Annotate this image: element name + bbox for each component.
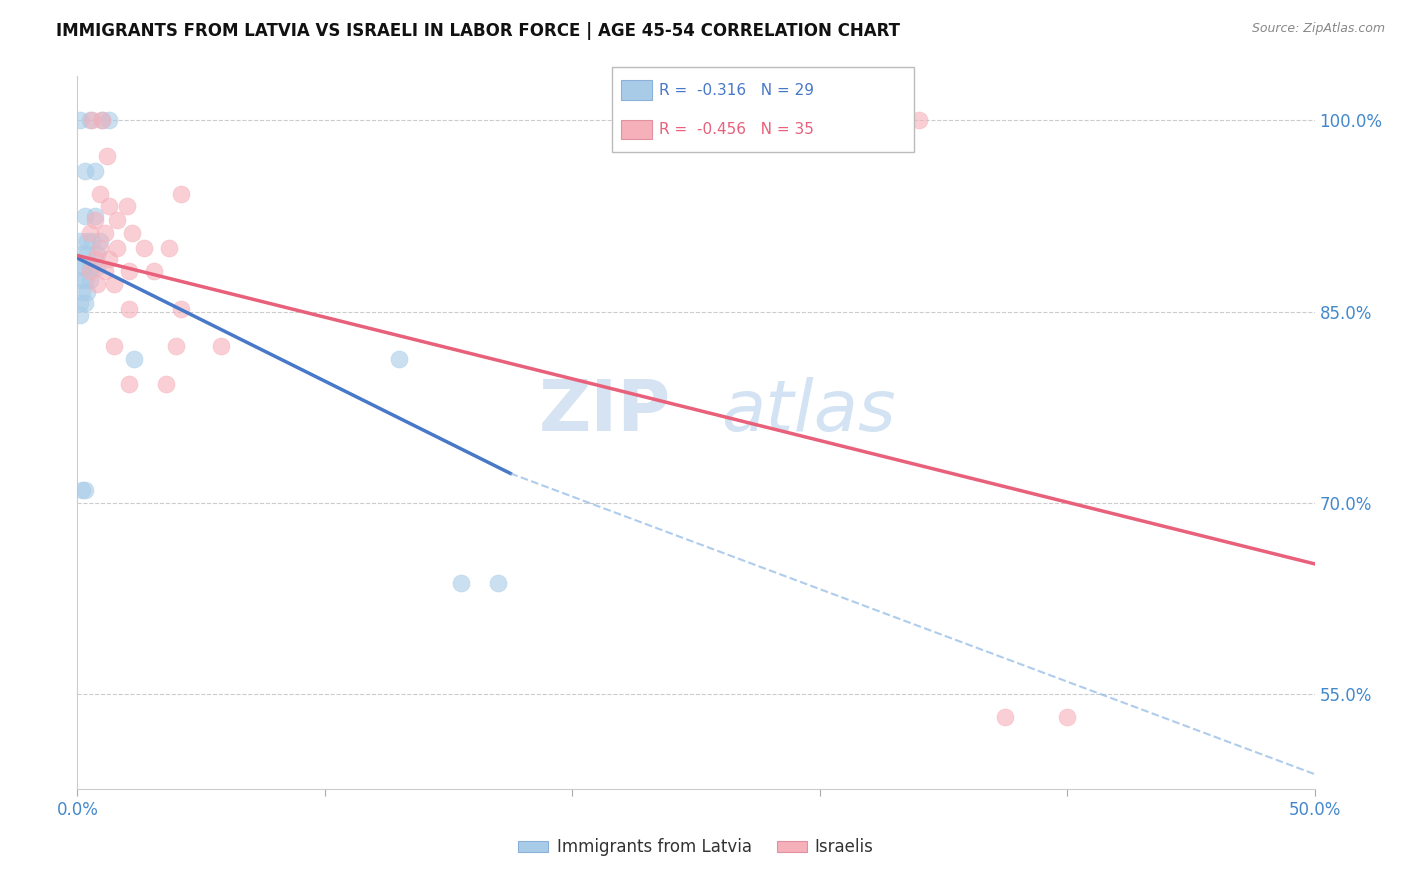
Text: IMMIGRANTS FROM LATVIA VS ISRAELI IN LABOR FORCE | AGE 45-54 CORRELATION CHART: IMMIGRANTS FROM LATVIA VS ISRAELI IN LAB… (56, 22, 900, 40)
Point (103, 277, 125, 291)
Legend: Immigrants from Latvia, Israelis: Immigrants from Latvia, Israelis (512, 832, 880, 863)
Point (115, 199, 138, 213)
Point (79, 113, 101, 128)
Point (76, 235, 98, 249)
Point (103, 339, 125, 353)
Point (83, 164, 105, 178)
Point (450, 576, 472, 591)
Point (89, 235, 111, 249)
Point (98, 252, 121, 267)
Point (76, 285, 98, 300)
Point (105, 212, 128, 227)
Point (91, 113, 114, 128)
Point (98, 199, 121, 213)
Text: R =  -0.316   N = 29: R = -0.316 N = 29 (659, 83, 814, 98)
Point (155, 377, 177, 392)
Point (118, 301, 141, 316)
Point (89, 241, 111, 255)
Point (79, 273, 101, 287)
Point (994, 710, 1017, 724)
Text: Source: ZipAtlas.com: Source: ZipAtlas.com (1251, 22, 1385, 36)
Point (83, 212, 105, 227)
Point (209, 339, 232, 353)
Point (69, 295, 91, 310)
Point (86, 277, 108, 291)
Point (93, 264, 115, 278)
Point (118, 264, 141, 278)
Point (121, 226, 143, 240)
Point (69, 273, 91, 287)
Point (1056, 710, 1078, 724)
Point (143, 264, 166, 278)
Point (83, 209, 105, 223)
Point (79, 260, 101, 274)
Point (73, 295, 96, 310)
Point (69, 113, 91, 128)
Point (69, 260, 91, 274)
Point (69, 309, 91, 323)
Point (98, 113, 121, 128)
Point (91, 113, 114, 128)
Point (73, 209, 96, 223)
Point (93, 226, 115, 240)
Point (73, 273, 96, 287)
Point (165, 339, 187, 353)
Point (82, 113, 104, 128)
Point (388, 351, 411, 366)
Point (89, 187, 111, 202)
Text: atlas: atlas (721, 376, 896, 446)
Point (72, 247, 94, 261)
Point (69, 235, 91, 249)
Point (486, 576, 509, 591)
Point (170, 301, 193, 316)
Point (907, 113, 929, 128)
Text: ZIP: ZIP (538, 376, 671, 446)
Point (118, 377, 141, 392)
Point (105, 241, 128, 255)
Point (79, 226, 101, 240)
Point (96, 149, 118, 163)
Point (79, 264, 101, 278)
Point (122, 351, 145, 366)
Point (86, 247, 108, 261)
Point (86, 260, 108, 274)
Point (73, 483, 96, 497)
Point (170, 187, 193, 202)
Point (72, 285, 94, 300)
Point (83, 252, 105, 267)
Point (134, 241, 156, 255)
Point (73, 260, 96, 274)
Point (73, 164, 96, 178)
Point (82, 235, 104, 249)
Point (72, 483, 94, 497)
Point (157, 241, 180, 255)
Point (76, 247, 98, 261)
Text: R =  -0.456   N = 35: R = -0.456 N = 35 (659, 122, 814, 137)
